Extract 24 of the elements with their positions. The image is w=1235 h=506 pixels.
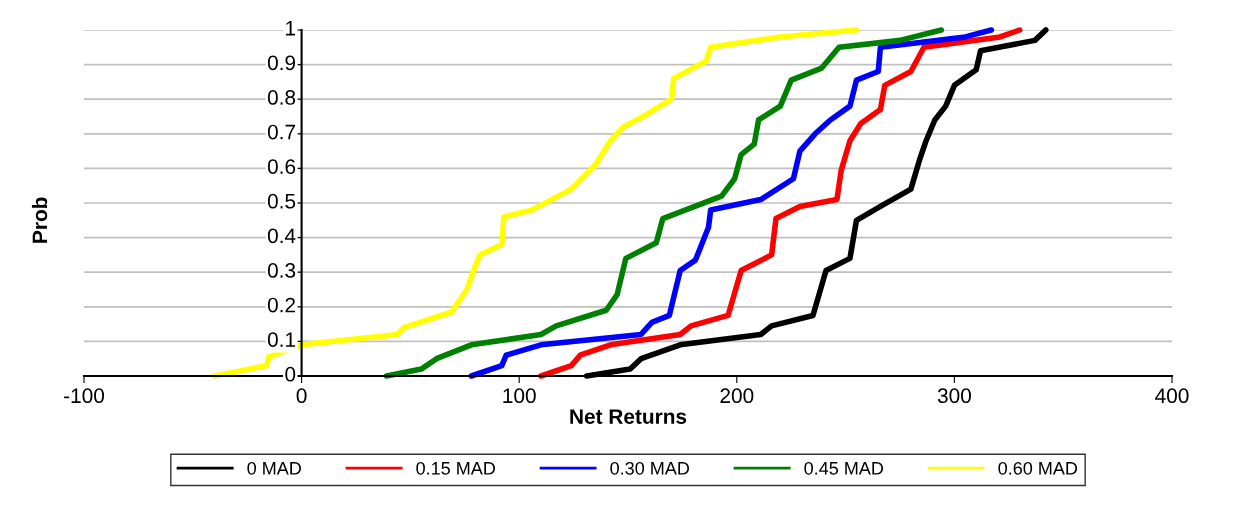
legend-label: 0.60 MAD: [998, 461, 1078, 475]
legend-label: 0.30 MAD: [610, 461, 690, 475]
x-tick-label: 400: [1155, 388, 1189, 404]
x-axis-title: Net Returns: [570, 409, 687, 424]
y-tick-label: 1: [286, 21, 296, 36]
y-tick-label: 0.6: [267, 159, 296, 174]
y-tick-label: 0.3: [267, 263, 296, 278]
legend-label: 0 MAD: [247, 461, 301, 475]
y-tick-label: 0: [285, 366, 296, 382]
y-tick-label: 0.2: [267, 297, 295, 313]
x-tick-label: 100: [503, 388, 536, 404]
y-tick-label: 0.9: [267, 55, 296, 71]
x-tick-label: 0: [296, 388, 307, 404]
x-tick-label: 300: [937, 388, 971, 404]
x-tick-label: 200: [720, 388, 754, 404]
y-tick-label: 0.1: [267, 332, 296, 347]
y-tick-label: 0.5: [267, 193, 296, 209]
legend-label: 0.45 MAD: [804, 461, 884, 475]
y-tick-label: 0.8: [267, 90, 296, 105]
legend-label: 0.15 MAD: [416, 461, 496, 475]
y-tick-label: 0.7: [267, 124, 295, 140]
y-axis-title: Prob: [31, 197, 48, 243]
y-tick-label: 0.4: [267, 228, 296, 244]
x-tick-label: -100: [64, 388, 105, 404]
